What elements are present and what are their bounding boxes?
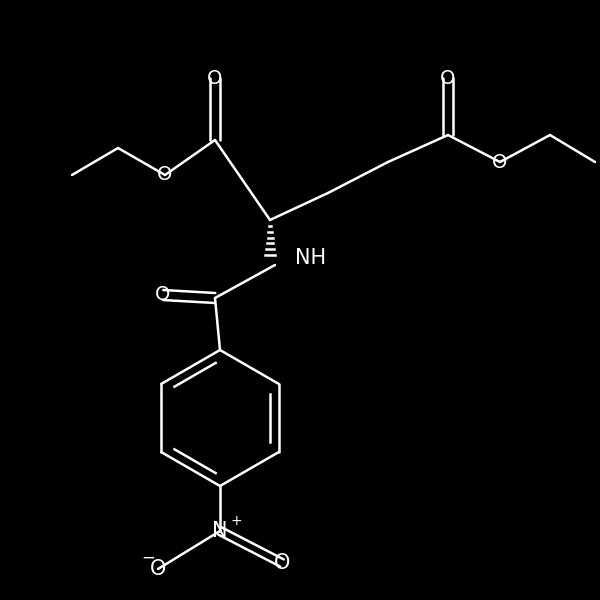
Text: −: −: [141, 549, 155, 567]
Text: O: O: [155, 286, 170, 304]
Text: O: O: [150, 559, 166, 579]
Text: O: O: [493, 152, 508, 172]
Text: +: +: [230, 514, 242, 528]
Text: O: O: [157, 166, 173, 185]
Text: N: N: [212, 521, 228, 541]
Text: O: O: [274, 553, 290, 573]
Text: NH: NH: [295, 248, 326, 268]
Text: O: O: [440, 68, 455, 88]
Text: O: O: [208, 68, 223, 88]
